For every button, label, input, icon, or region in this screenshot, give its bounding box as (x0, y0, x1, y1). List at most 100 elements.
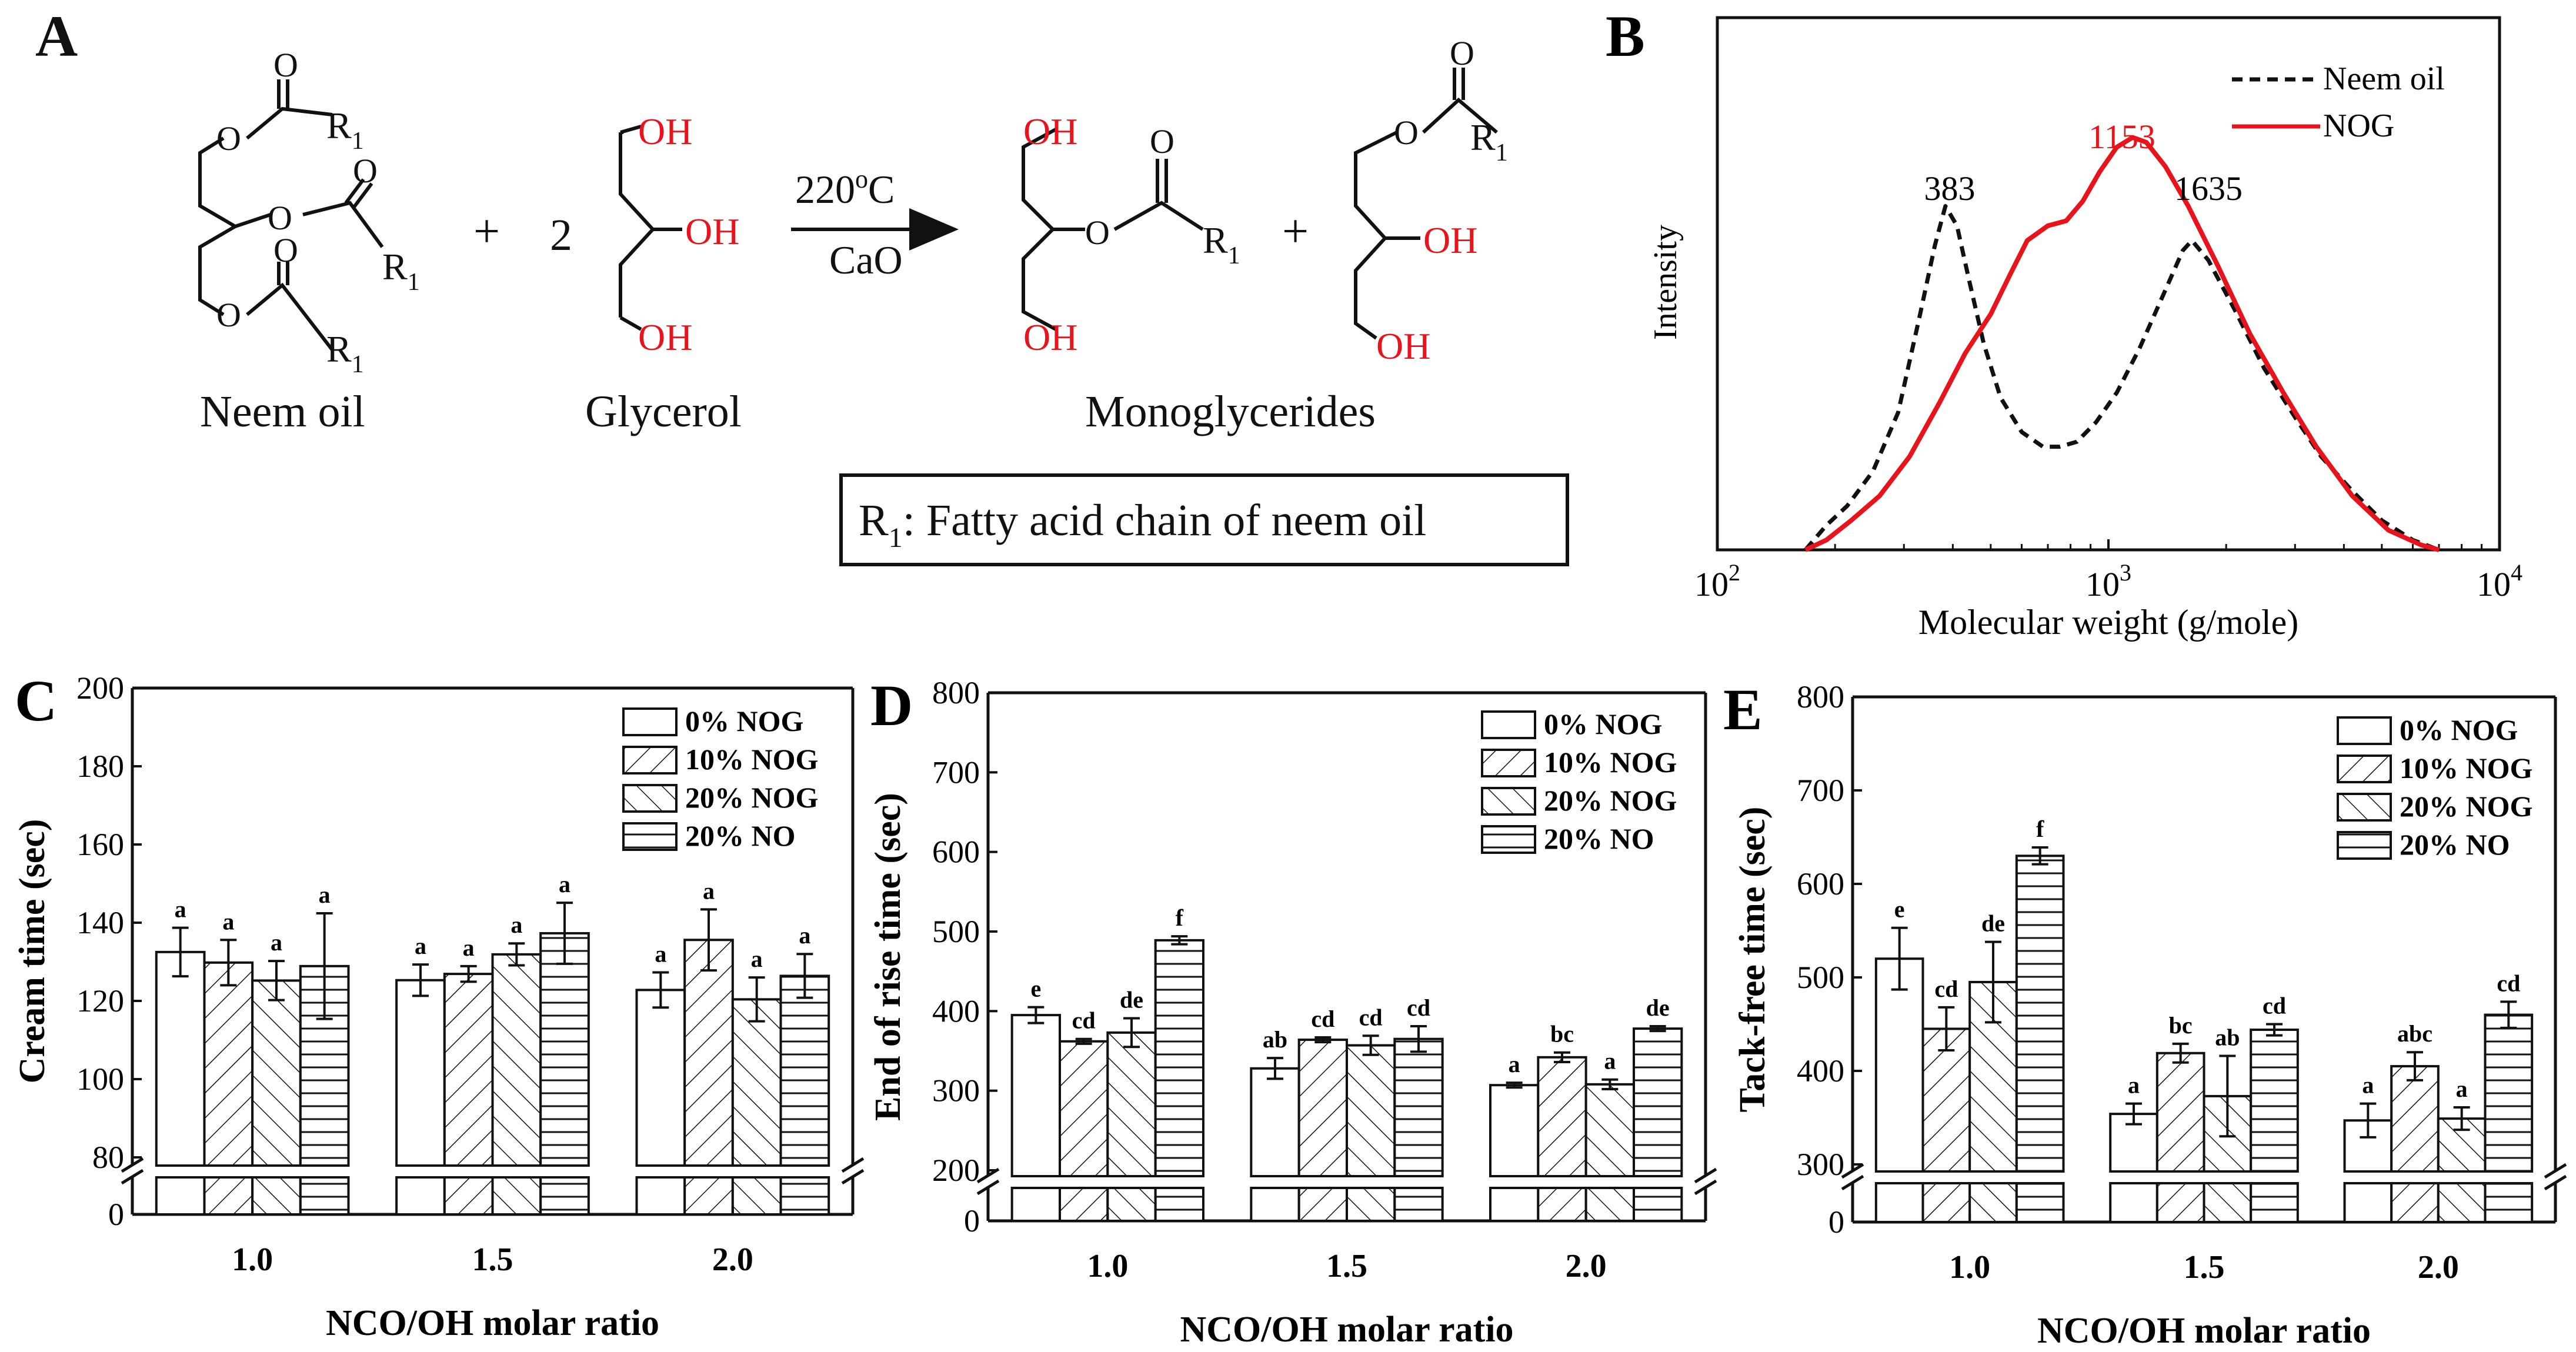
bar (1297, 1039, 1349, 1178)
significance-letter: a (319, 882, 331, 908)
monoglycerides-label: Monoglycerides (1085, 387, 1376, 436)
significance-letter: f (1176, 904, 1184, 931)
significance-letter: ab (1263, 1026, 1287, 1053)
y-tick-label: 700 (932, 755, 980, 790)
bar (2015, 854, 2065, 1173)
significance-letter: a (175, 896, 186, 923)
significance-letter: a (703, 877, 715, 904)
o-atom: O (216, 119, 241, 158)
x-tick-label: 2.0 (1566, 1248, 1607, 1284)
significance-letter: a (463, 934, 475, 961)
significance-letter: a (510, 912, 522, 938)
y-axis-title: Tack-free time (sec) (1733, 807, 1773, 1113)
significance-letter: cd (1407, 994, 1430, 1021)
bar-lower (1297, 1187, 1349, 1222)
x-tick-label: 2.0 (2418, 1249, 2459, 1286)
legend-label-nog: NOG (2323, 108, 2394, 144)
y-tick-label: 120 (76, 983, 124, 1019)
significance-letter: bc (2169, 1012, 2193, 1039)
bar-lower (1010, 1187, 1061, 1222)
legend-label: 0% NOG (685, 705, 803, 737)
bar (779, 974, 830, 1167)
legend-label: 0% NOG (2400, 713, 2518, 746)
x-tick-label: 1.5 (2184, 1249, 2225, 1286)
x-tick-label: 1.5 (1326, 1248, 1367, 1284)
y-axis-title: Cream time (sec) (12, 819, 52, 1084)
bar (2155, 1051, 2205, 1173)
y-tick-label: 600 (1797, 866, 1844, 902)
bar-lower (443, 1176, 494, 1216)
y-axis-title: End of rise time (sec) (868, 793, 908, 1121)
significance-letter: a (1509, 1051, 1520, 1077)
bar (1106, 1031, 1157, 1177)
oh-group: OH (1423, 219, 1477, 261)
bar (539, 932, 590, 1167)
oh-group: OH (1023, 111, 1077, 152)
bar-lower (539, 1176, 590, 1216)
bar-lower (1537, 1187, 1587, 1222)
significance-letter: a (415, 933, 426, 959)
r1-group: R1 (326, 105, 364, 155)
oh-group: OH (685, 211, 739, 252)
reaction-temperature: 220oC (795, 165, 895, 212)
x-tick-label: 1.0 (1087, 1248, 1128, 1284)
legend-label: 0% NOG (1544, 707, 1662, 740)
r1-group: R1 (382, 246, 420, 296)
x-tick-label: 104 (2477, 559, 2522, 603)
oh-group: OH (1376, 325, 1430, 367)
legend-swatch (622, 822, 678, 851)
bar-lower (2109, 1182, 2158, 1223)
legend-label-neem-oil: Neem oil (2323, 61, 2445, 97)
panel-d-end-of-rise-chart: D 200 300 400 500 600 700 800 0 End of rise time … (868, 673, 1717, 1350)
x-axis-title: NCO/OH molar ratio (2037, 1311, 2371, 1351)
r1-group: R1 (1203, 219, 1240, 269)
break-mark-left (121, 1157, 144, 1185)
x-tick-label: 1.0 (1949, 1249, 1990, 1286)
monoglyceride-1-structure: OH O O R1 OH (1022, 111, 1240, 358)
legend-swatch (2337, 716, 2392, 745)
legend-label: 20% NO (685, 819, 796, 852)
o-atom: O (1085, 213, 1110, 252)
plot-lines (1804, 135, 2440, 552)
bar-lower (1059, 1187, 1109, 1222)
r1-note: R1: Fatty acid chain of neem oil (859, 496, 1426, 553)
bar-lower (251, 1176, 302, 1216)
significance-letter: e (1030, 976, 1041, 1002)
significance-letter: de (1120, 987, 1143, 1013)
bar (1393, 1037, 1444, 1177)
bar-lower (635, 1176, 686, 1216)
significance-letter: a (2456, 1076, 2468, 1102)
bar (683, 939, 734, 1167)
glycerol-label: Glycerol (585, 387, 742, 436)
bar-lower (1154, 1187, 1204, 1222)
legend-swatch (1481, 710, 1536, 739)
legend-swatch (622, 784, 678, 813)
legend-swatch (622, 746, 678, 775)
plot-frame (1716, 16, 2501, 552)
significance-letter: f (2036, 816, 2044, 842)
y-tick-label: 160 (76, 827, 124, 862)
bar-lower (1633, 1187, 1683, 1222)
significance-letter: a (271, 929, 282, 956)
panel-label: C (15, 668, 57, 733)
bar (635, 989, 686, 1167)
o-atom: O (1394, 113, 1419, 152)
legend-swatch (622, 707, 678, 736)
y-tick-label: 500 (1797, 960, 1844, 995)
significance-letter: a (2128, 1072, 2140, 1099)
significance-letter: cd (1934, 976, 1958, 1002)
bar-lower (2250, 1182, 2299, 1223)
y-tick-label: 180 (76, 749, 124, 784)
bar (2484, 1013, 2534, 1173)
significance-letter: a (2362, 1072, 2374, 1099)
bar-lower (203, 1176, 254, 1216)
significance-letter: a (1604, 1048, 1616, 1074)
bar-lower (1489, 1187, 1540, 1222)
y-tick-label: 800 (1797, 679, 1844, 715)
glycerol-coefficient: 2 (550, 211, 572, 260)
bar-lower (2155, 1182, 2205, 1223)
bar-lower (491, 1176, 542, 1216)
bar-lower (299, 1176, 350, 1216)
o-atom: O (268, 199, 292, 237)
legend-label: 20% NOG (685, 781, 818, 814)
